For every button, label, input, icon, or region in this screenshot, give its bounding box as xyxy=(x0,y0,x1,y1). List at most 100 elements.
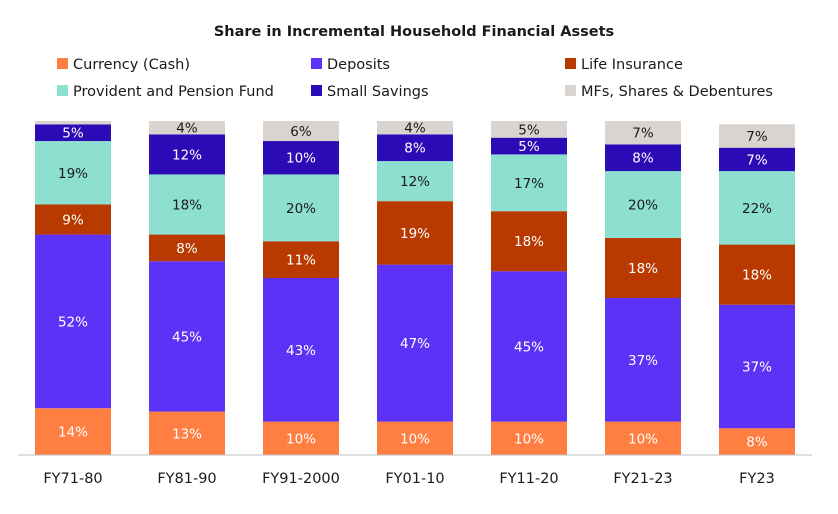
x-tick-label: FY91-2000 xyxy=(262,471,340,487)
bar-segment-small-savings xyxy=(149,134,225,175)
bar-segment-deposits xyxy=(377,264,453,422)
bar-segment-provident-and-pension-fund xyxy=(377,161,453,202)
data-label: 37% xyxy=(742,359,772,375)
data-label: 20% xyxy=(286,201,316,217)
data-label: 52% xyxy=(58,314,88,330)
data-label: 18% xyxy=(742,268,772,284)
legend-item-life-insurance: Life Insurance xyxy=(565,57,683,73)
legend-label: Life Insurance xyxy=(581,57,683,73)
data-label: 11% xyxy=(286,253,316,269)
chart-title: Share in Incremental Household Financial… xyxy=(214,24,614,40)
data-label: 18% xyxy=(628,261,658,277)
data-label: 13% xyxy=(172,426,202,442)
legend-swatch xyxy=(57,58,68,69)
data-label: 6% xyxy=(290,124,312,140)
bar-segment-currency-cash xyxy=(605,421,681,455)
x-tick-label: FY23 xyxy=(739,471,775,487)
legend-swatch xyxy=(311,85,322,96)
data-label: 10% xyxy=(514,431,544,447)
bar-segment-mfs-shares-debentures xyxy=(605,121,681,145)
x-axis-ticks: FY71-80 FY81-90 FY91-2000 FY01-10 FY11-20 FY2… xyxy=(43,471,775,487)
bar-segment-small-savings xyxy=(491,137,567,155)
data-label: 45% xyxy=(172,329,202,345)
data-label: 14% xyxy=(58,425,88,441)
data-label: 19% xyxy=(58,166,88,182)
bar-segment-provident-and-pension-fund xyxy=(605,171,681,238)
bar-segment-mfs-shares-debentures xyxy=(35,121,111,125)
x-tick-label: FY11-20 xyxy=(499,471,558,487)
bar-segment-currency-cash xyxy=(491,421,567,455)
data-label: 8% xyxy=(176,241,198,257)
legend-item-provident-and-pension-fund: Provident and Pension Fund xyxy=(57,84,274,100)
bar-stack-fy11-20: 10% 45% 18% 17% 5%5% xyxy=(491,121,567,455)
bar-segment-provident-and-pension-fund xyxy=(149,174,225,235)
data-label: 8% xyxy=(632,151,654,167)
bar-segment-small-savings xyxy=(263,141,339,175)
bar-segment-life-insurance xyxy=(605,237,681,299)
bar-segment-life-insurance xyxy=(377,201,453,265)
bar-segment-currency-cash xyxy=(35,408,111,455)
data-label: 20% xyxy=(628,198,658,214)
legend-label: Deposits xyxy=(327,57,390,73)
data-label: 9% xyxy=(62,213,84,229)
bar-segment-life-insurance xyxy=(35,204,111,235)
legend-item-currency-cash: Currency (Cash) xyxy=(57,57,190,73)
bar-stack-fy01-10: 10% 47% 19% 12% 8% 4% xyxy=(377,121,453,455)
data-label: 10% xyxy=(628,431,658,447)
data-label: 5% xyxy=(518,139,540,155)
data-label: 18% xyxy=(514,234,544,250)
legend-item-mfs-shares-debentures: MFs, Shares & Debentures xyxy=(565,84,773,100)
bar-stack-fy71-80: 14% 52% 9% 19% 5% xyxy=(35,121,111,455)
bar-segment-mfs-shares-debentures xyxy=(149,121,225,135)
bar-segment-provident-and-pension-fund xyxy=(719,171,795,245)
legend: Currency (Cash) Deposits Life Insurance Pro… xyxy=(57,57,773,100)
data-label: 5% xyxy=(518,122,540,138)
x-tick-label: FY21-23 xyxy=(613,471,672,487)
bar-segment-life-insurance xyxy=(491,211,567,272)
bar-segment-provident-and-pension-fund xyxy=(491,154,567,212)
bar-segment-deposits xyxy=(35,234,111,409)
legend-item-deposits: Deposits xyxy=(311,57,390,73)
data-label: 12% xyxy=(400,174,430,190)
legend-swatch xyxy=(565,58,576,69)
bar-segment-mfs-shares-debentures xyxy=(377,121,453,135)
legend-label: MFs, Shares & Debentures xyxy=(581,84,773,100)
legend-swatch xyxy=(565,85,576,96)
data-label: 17% xyxy=(514,176,544,192)
data-label: 4% xyxy=(404,121,426,137)
legend-swatch xyxy=(57,85,68,96)
data-label: 7% xyxy=(746,152,768,168)
bar-segment-deposits xyxy=(149,261,225,412)
bar-stack-fy81-90: 13% 45% 8% 18% 12% 4% xyxy=(149,121,225,455)
legend-label: Small Savings xyxy=(327,84,429,100)
bar-segment-small-savings xyxy=(377,134,453,162)
data-label: 7% xyxy=(632,126,654,142)
data-label: 8% xyxy=(746,435,768,451)
bar-segment-currency-cash xyxy=(149,411,225,455)
legend-item-small-savings: Small Savings xyxy=(311,84,429,100)
bar-segment-deposits xyxy=(605,298,681,422)
data-label: 10% xyxy=(286,151,316,167)
bar-segment-currency-cash xyxy=(263,421,339,455)
data-label: 45% xyxy=(514,339,544,355)
bars: 14% 52% 9% 19% 5% 13% 45% 8% 18% 12% 4% 10% 43% 11% 20… xyxy=(35,121,795,455)
legend-label: Provident and Pension Fund xyxy=(73,84,274,100)
bar-segment-deposits xyxy=(719,304,795,429)
x-tick-label: FY01-10 xyxy=(385,471,444,487)
data-label: 37% xyxy=(628,353,658,369)
data-label: 19% xyxy=(400,226,430,242)
bar-segment-small-savings xyxy=(35,124,111,142)
data-label: 10% xyxy=(286,431,316,447)
bar-segment-life-insurance xyxy=(263,241,339,278)
bar-segment-mfs-shares-debentures xyxy=(719,124,795,148)
x-tick-label: FY71-80 xyxy=(43,471,102,487)
data-label: 47% xyxy=(400,336,430,352)
bar-segment-mfs-shares-debentures xyxy=(491,121,567,138)
data-label: 5% xyxy=(62,126,84,142)
data-label: 7% xyxy=(746,129,768,145)
data-label: 8% xyxy=(404,141,426,157)
bar-segment-small-savings xyxy=(719,147,795,172)
data-label: 4% xyxy=(176,121,198,137)
data-label: 43% xyxy=(286,343,316,359)
